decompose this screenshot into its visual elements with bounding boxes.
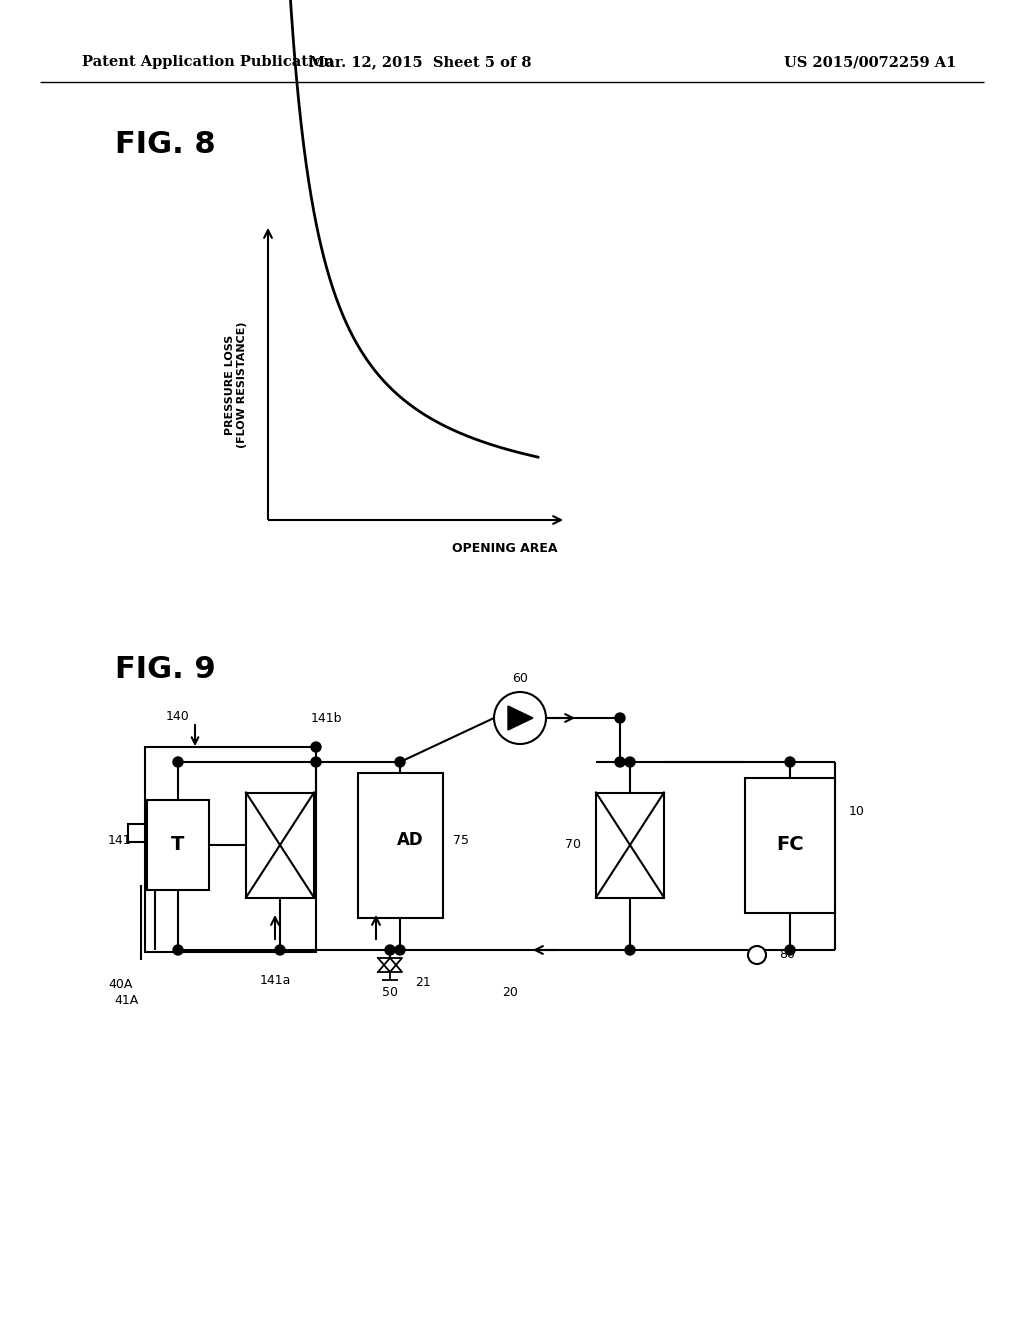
Text: 141a: 141a bbox=[259, 974, 291, 986]
Bar bbox=[246, 792, 314, 898]
Circle shape bbox=[785, 945, 795, 954]
Text: 141: 141 bbox=[108, 833, 131, 846]
Circle shape bbox=[625, 945, 635, 954]
Text: OPENING AREA: OPENING AREA bbox=[453, 543, 558, 554]
Bar bbox=[596, 792, 664, 898]
Bar bbox=[745, 777, 835, 912]
Circle shape bbox=[748, 946, 766, 964]
Text: 60: 60 bbox=[512, 672, 528, 685]
Text: Patent Application Publication: Patent Application Publication bbox=[82, 55, 334, 69]
Polygon shape bbox=[508, 706, 534, 730]
Text: 80: 80 bbox=[779, 949, 795, 961]
Text: 21: 21 bbox=[415, 975, 431, 989]
Bar bbox=[357, 772, 442, 917]
Circle shape bbox=[311, 742, 321, 752]
Bar bbox=[145, 747, 316, 952]
Circle shape bbox=[785, 756, 795, 767]
Text: Mar. 12, 2015  Sheet 5 of 8: Mar. 12, 2015 Sheet 5 of 8 bbox=[309, 55, 531, 69]
Circle shape bbox=[625, 756, 635, 767]
Text: US 2015/0072259 A1: US 2015/0072259 A1 bbox=[783, 55, 956, 69]
Bar bbox=[147, 800, 209, 890]
Circle shape bbox=[173, 945, 183, 954]
Text: 70: 70 bbox=[565, 838, 581, 851]
Text: FC: FC bbox=[776, 836, 804, 854]
Polygon shape bbox=[378, 958, 402, 972]
Text: 20: 20 bbox=[502, 986, 518, 999]
Bar bbox=[128, 824, 146, 842]
Circle shape bbox=[173, 756, 183, 767]
Text: 41A: 41A bbox=[115, 994, 139, 1006]
Circle shape bbox=[494, 692, 546, 744]
Circle shape bbox=[311, 756, 321, 767]
Circle shape bbox=[395, 756, 406, 767]
Text: AD: AD bbox=[396, 832, 423, 849]
Polygon shape bbox=[378, 958, 402, 972]
Text: PRESSURE LOSS
(FLOW RESISTANCE): PRESSURE LOSS (FLOW RESISTANCE) bbox=[225, 322, 247, 449]
Circle shape bbox=[615, 756, 625, 767]
Text: 75: 75 bbox=[453, 833, 469, 846]
Text: T: T bbox=[171, 836, 184, 854]
Text: 10: 10 bbox=[849, 805, 865, 818]
Circle shape bbox=[385, 945, 395, 954]
Text: 141b: 141b bbox=[311, 713, 342, 726]
Text: 140: 140 bbox=[166, 710, 189, 723]
Text: 40A: 40A bbox=[109, 978, 133, 991]
Text: FIG. 9: FIG. 9 bbox=[115, 655, 216, 684]
Text: 50: 50 bbox=[382, 986, 398, 999]
Bar bbox=[381, 797, 439, 883]
Text: FIG. 8: FIG. 8 bbox=[115, 129, 216, 158]
Circle shape bbox=[275, 945, 285, 954]
Circle shape bbox=[395, 945, 406, 954]
Circle shape bbox=[615, 713, 625, 723]
